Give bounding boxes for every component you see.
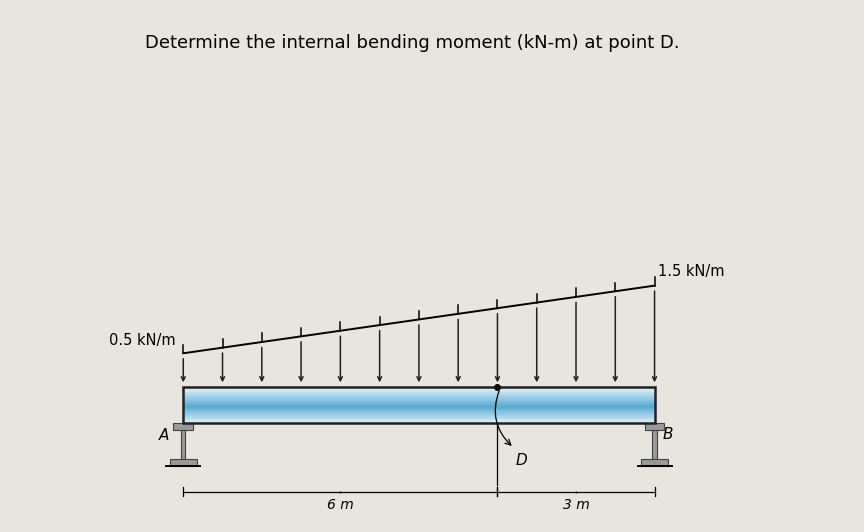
Bar xyxy=(183,400,655,402)
Bar xyxy=(183,417,655,418)
Bar xyxy=(183,414,655,415)
Bar xyxy=(183,397,655,398)
Bar xyxy=(183,396,655,397)
Bar xyxy=(183,392,655,393)
Text: 6 m: 6 m xyxy=(327,498,353,512)
Bar xyxy=(183,413,655,414)
Bar xyxy=(183,409,655,410)
Bar xyxy=(174,423,193,430)
Bar xyxy=(183,401,655,402)
Bar xyxy=(183,389,655,390)
Bar xyxy=(183,422,655,423)
Bar xyxy=(183,400,655,401)
Bar xyxy=(183,405,655,406)
Bar xyxy=(183,411,655,412)
Bar xyxy=(183,410,655,411)
Bar xyxy=(183,391,655,393)
Bar xyxy=(183,388,655,390)
Bar xyxy=(183,404,655,405)
Bar xyxy=(183,395,655,396)
Bar xyxy=(183,418,655,419)
Bar xyxy=(183,393,655,394)
Bar xyxy=(183,390,655,392)
Bar xyxy=(183,398,655,400)
Bar xyxy=(183,406,655,408)
Bar xyxy=(183,388,655,389)
Text: A: A xyxy=(158,428,168,443)
Bar xyxy=(183,418,655,420)
Text: 3 m: 3 m xyxy=(562,498,589,512)
Bar xyxy=(169,459,197,466)
Bar xyxy=(183,420,655,421)
Bar xyxy=(183,403,655,404)
Text: D: D xyxy=(516,453,528,468)
Bar xyxy=(183,387,655,388)
Text: 0.5 kN/m: 0.5 kN/m xyxy=(109,333,175,348)
Bar xyxy=(641,459,669,466)
Text: 1.5 kN/m: 1.5 kN/m xyxy=(658,264,724,279)
Bar xyxy=(183,406,655,407)
Bar xyxy=(652,430,657,459)
Bar xyxy=(183,402,655,403)
Text: B: B xyxy=(663,427,673,442)
Bar xyxy=(183,387,655,423)
Bar xyxy=(183,397,655,399)
Bar xyxy=(183,421,655,422)
Bar xyxy=(183,409,655,411)
Bar xyxy=(183,412,655,413)
Bar xyxy=(183,414,655,416)
Bar xyxy=(183,415,655,417)
Bar xyxy=(645,423,664,430)
Bar xyxy=(183,394,655,395)
Bar xyxy=(183,408,655,409)
Bar xyxy=(183,419,655,420)
Text: Determine the internal bending moment (kN-m) at point D.: Determine the internal bending moment (k… xyxy=(145,34,680,52)
Bar xyxy=(181,430,186,459)
